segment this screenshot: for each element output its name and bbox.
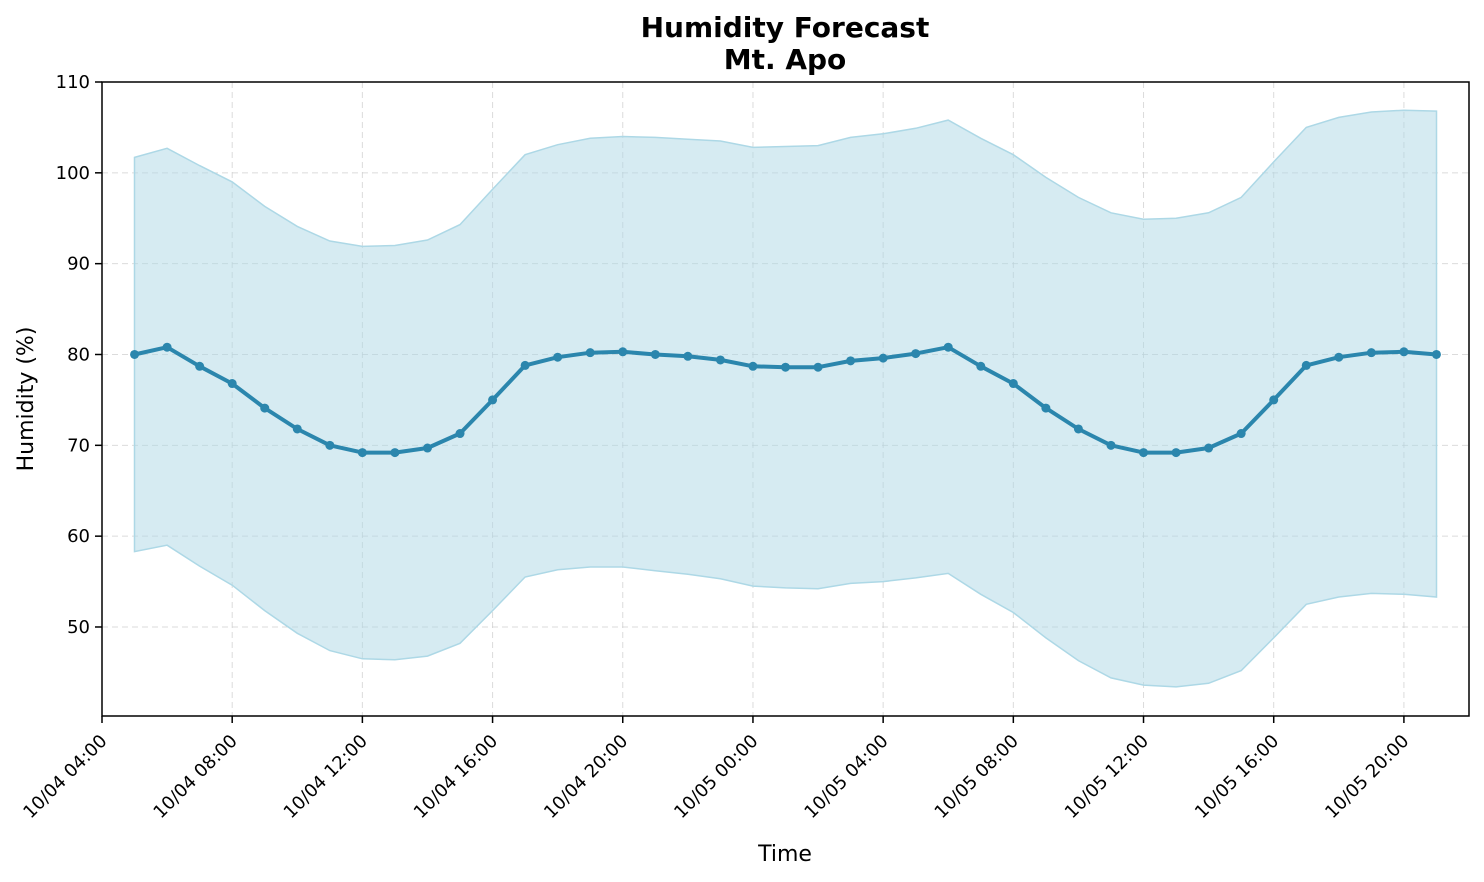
y-axis-label: Humidity (%) <box>14 327 39 472</box>
data-point <box>357 448 367 458</box>
chart-subtitle: Mt. Apo <box>724 43 847 76</box>
data-point <box>715 355 725 365</box>
x-tick-label: 10/05 20:00 <box>1321 731 1413 823</box>
data-point <box>227 379 237 389</box>
data-points <box>130 342 1441 458</box>
data-point <box>162 342 172 352</box>
data-point <box>1334 352 1344 362</box>
band-area <box>133 109 1438 688</box>
x-tick-label: 10/04 12:00 <box>280 731 372 823</box>
data-point <box>585 348 595 358</box>
data-point <box>1106 440 1116 450</box>
x-tick-label: 10/05 00:00 <box>670 731 762 823</box>
x-tick-label: 10/05 16:00 <box>1191 731 1283 823</box>
data-point <box>1301 360 1311 370</box>
data-point <box>943 342 953 352</box>
confidence-band <box>133 109 1438 688</box>
data-point <box>325 440 335 450</box>
data-point <box>911 349 921 359</box>
y-tick-label: 60 <box>67 526 90 547</box>
x-axis-ticks: 10/04 04:00 10/04 08:00 10/04 12:00 10/04 1… <box>19 716 1413 823</box>
data-point <box>1269 395 1279 405</box>
data-point <box>1008 379 1018 389</box>
data-point <box>1073 424 1083 434</box>
y-tick-label: 110 <box>56 72 90 93</box>
x-axis-label: Time <box>757 842 812 867</box>
data-point <box>422 443 432 453</box>
y-tick-label: 100 <box>56 163 90 184</box>
data-point <box>1139 448 1149 458</box>
data-point <box>1399 347 1409 357</box>
data-point <box>1431 349 1441 359</box>
data-point <box>260 403 270 413</box>
data-point <box>553 352 563 362</box>
data-point <box>683 351 693 361</box>
data-point <box>650 349 660 359</box>
data-point <box>1204 443 1214 453</box>
chart-title: Humidity Forecast <box>641 11 930 44</box>
data-point <box>976 361 986 371</box>
y-tick-label: 80 <box>67 344 90 365</box>
data-point <box>1366 348 1376 358</box>
data-point <box>292 424 302 434</box>
data-point <box>846 356 856 366</box>
data-point <box>130 349 140 359</box>
data-point <box>618 347 628 357</box>
x-tick-label: 10/04 20:00 <box>540 731 632 823</box>
x-tick-label: 10/05 04:00 <box>800 731 892 823</box>
data-point <box>390 448 400 458</box>
y-tick-label: 70 <box>67 435 90 456</box>
x-tick-label: 10/05 12:00 <box>1061 731 1153 823</box>
data-point <box>748 361 758 371</box>
data-point <box>1171 448 1181 458</box>
data-point <box>878 353 888 363</box>
x-tick-label: 10/04 08:00 <box>149 731 241 823</box>
x-tick-label: 10/05 08:00 <box>931 731 1023 823</box>
data-point <box>813 362 823 372</box>
data-point <box>488 395 498 405</box>
x-tick-label: 10/04 04:00 <box>19 731 111 823</box>
y-axis-ticks: 50 60 70 80 90 100 110 <box>56 72 102 638</box>
x-tick-label: 10/04 16:00 <box>410 731 502 823</box>
data-point <box>195 361 205 371</box>
data-point <box>1041 403 1051 413</box>
y-tick-label: 50 <box>67 617 90 638</box>
y-tick-label: 90 <box>67 254 90 275</box>
data-point <box>781 362 790 372</box>
plot-frame <box>101 81 1470 717</box>
data-point <box>1236 429 1246 439</box>
data-point <box>455 429 465 439</box>
data-point <box>520 360 530 370</box>
